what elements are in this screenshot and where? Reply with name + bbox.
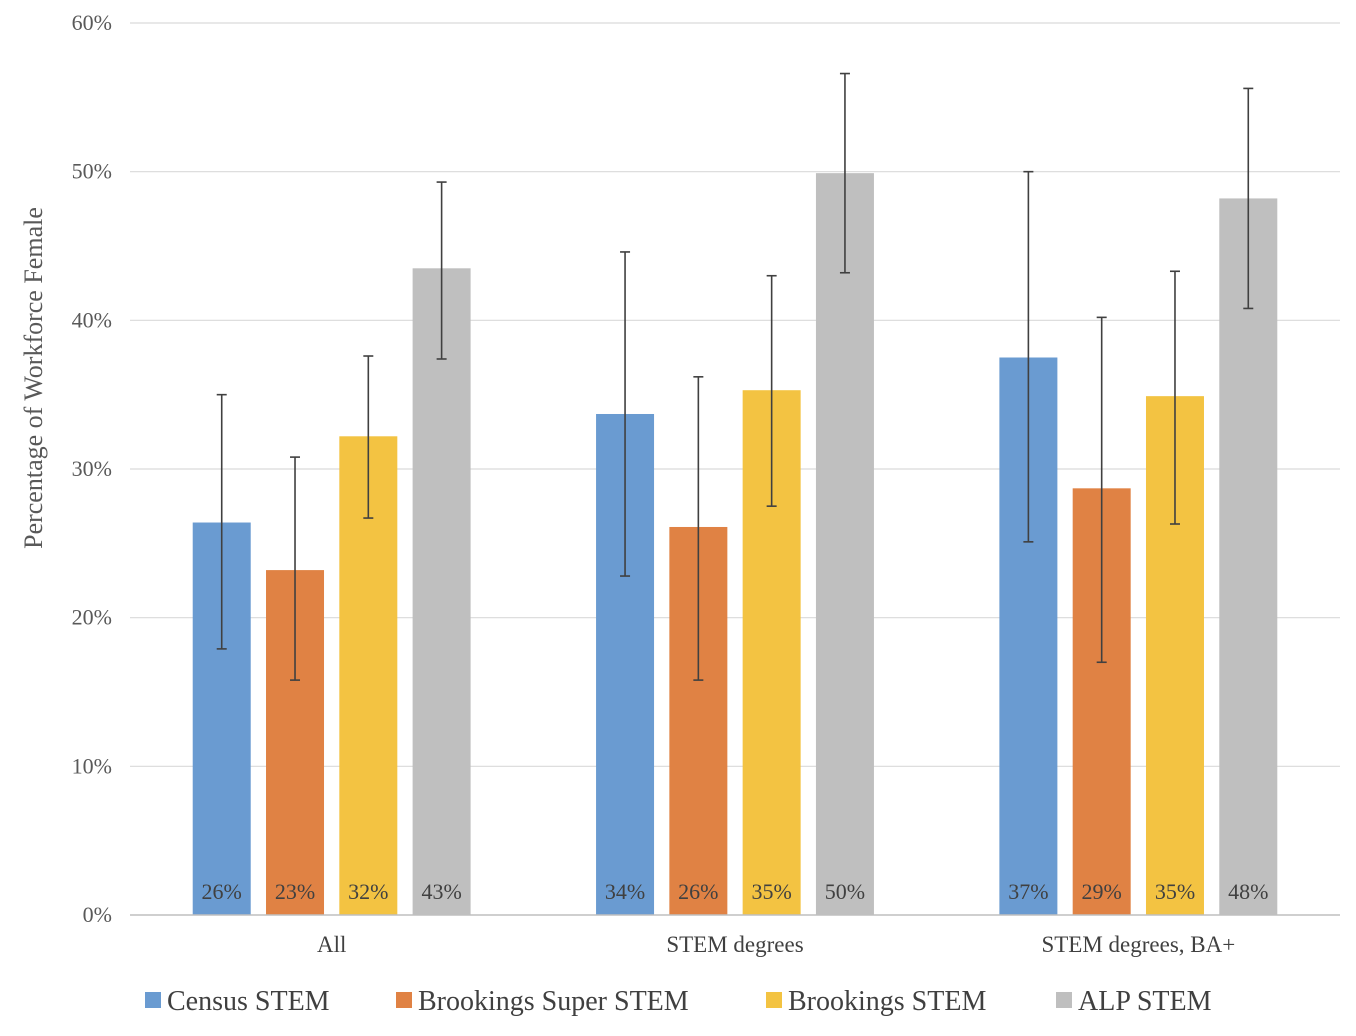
bar [412,268,471,915]
bar-data-labels: 26% 23% 32% 43% 34% 26% 35% 50% 37% 29% 35% 48% [202,879,1269,904]
y-tick-label: 0% [83,902,112,927]
category-labels: All STEM degrees STEM degrees, BA+ [317,932,1235,957]
category-label: All [317,932,346,957]
y-tick-label: 60% [72,10,112,35]
bar-data-label: 37% [1008,879,1048,904]
legend-label: ALP STEM [1078,986,1212,1017]
bar-data-label: 26% [202,879,242,904]
legend-label: Census STEM [167,986,330,1017]
legend-swatch [766,992,782,1008]
legend-label: Brookings STEM [788,986,986,1017]
legend-label: Brookings Super STEM [418,986,689,1017]
y-tick-label: 10% [72,753,112,778]
bar-data-label: 43% [421,879,461,904]
bar-data-label: 35% [751,879,791,904]
bar-data-label: 48% [1228,879,1268,904]
legend-swatch [145,992,161,1008]
bar-data-label: 23% [275,879,315,904]
bar-data-label: 29% [1082,879,1122,904]
y-tick-label: 20% [72,605,112,630]
legend: Census STEM Brookings Super STEM Brookings… [145,986,1212,1017]
bar-data-label: 26% [678,879,718,904]
bar-data-label: 32% [348,879,388,904]
y-axis-title: Percentage of Workforce Female [19,207,48,549]
error-bars [216,72,1254,681]
category-label: STEM degrees, BA+ [1041,932,1235,957]
bar [815,173,874,916]
bar-data-label: 50% [825,879,865,904]
y-tick-label: 50% [72,159,112,184]
bar-data-label: 34% [605,879,645,904]
legend-swatch [396,992,412,1008]
bar-data-label: 35% [1155,879,1195,904]
y-tick-label: 40% [72,307,112,332]
gridlines [130,22,1340,767]
y-tick-label: 30% [72,456,112,481]
legend-swatch [1056,992,1072,1008]
bars [192,173,1278,916]
bar [1219,198,1278,916]
category-label: STEM degrees [666,932,803,957]
y-axis-ticks: 0% 10% 20% 30% 40% 50% 60% [72,10,112,927]
